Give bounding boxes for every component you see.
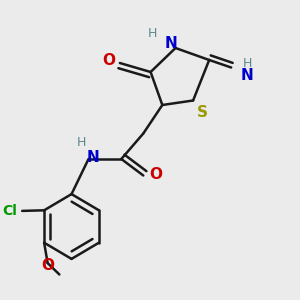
Text: O: O xyxy=(149,167,162,182)
Text: N: N xyxy=(241,68,254,82)
Text: H: H xyxy=(243,57,252,70)
Text: S: S xyxy=(196,105,207,120)
Text: N: N xyxy=(164,36,177,51)
Text: H: H xyxy=(77,136,86,149)
Text: H: H xyxy=(147,27,157,40)
Text: N: N xyxy=(86,150,99,165)
Text: Cl: Cl xyxy=(2,204,17,218)
Text: O: O xyxy=(102,53,115,68)
Text: O: O xyxy=(41,258,54,273)
